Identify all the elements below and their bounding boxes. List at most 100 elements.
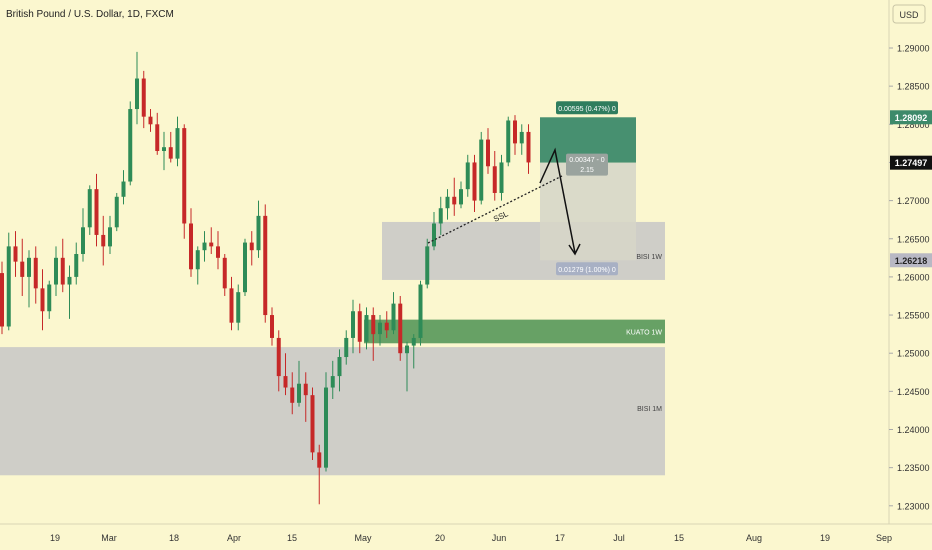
candle-body <box>202 242 207 251</box>
x-tick-label: 15 <box>674 533 684 543</box>
zone-label: BISI 1W <box>636 254 662 261</box>
zone-label: BISI 1M <box>637 406 662 413</box>
candle-body <box>13 246 18 262</box>
candle-body <box>303 383 308 396</box>
candle-body <box>270 315 274 338</box>
price-label-bg <box>890 253 932 268</box>
candle-body <box>60 257 65 285</box>
candle-body <box>472 162 477 201</box>
candle-body <box>243 242 247 293</box>
x-tick-label: Jul <box>613 533 625 543</box>
candle-body <box>47 284 52 312</box>
candle-body <box>148 116 153 125</box>
x-tick-label: 19 <box>820 533 830 543</box>
candle-body <box>297 383 301 403</box>
candle-body <box>499 162 504 193</box>
price-label-bg <box>890 155 932 170</box>
x-tick-label: May <box>354 533 372 543</box>
candle-body <box>182 128 187 224</box>
candle-body <box>290 387 295 403</box>
candle-body <box>492 166 497 193</box>
candle-body <box>108 227 112 247</box>
candle-body <box>263 215 268 316</box>
target-label-bg <box>556 101 618 115</box>
candle-body <box>94 189 99 235</box>
x-tick-label: 15 <box>287 533 297 543</box>
candle-body <box>6 246 11 327</box>
y-tick-label: 1.26500 <box>897 234 930 244</box>
candle-body <box>135 78 139 110</box>
ratio-label-line2: 2.15 <box>580 167 594 174</box>
candle-body <box>432 223 436 247</box>
zone-label: KUATO 1W <box>626 329 662 336</box>
candle-body <box>222 257 227 289</box>
candle-body <box>162 147 166 152</box>
candle-body <box>384 322 389 331</box>
candle-body <box>465 162 470 190</box>
candle-body <box>229 288 234 323</box>
price-label-bg <box>890 110 932 125</box>
candle-body <box>168 147 173 159</box>
candle-body <box>216 246 220 258</box>
ratio-label-line1: 0.00347 - 0 <box>569 157 605 164</box>
x-tick-label: 18 <box>169 533 179 543</box>
candle-body <box>398 303 403 354</box>
y-tick-label: 1.25000 <box>897 349 930 359</box>
candle-body <box>27 257 31 277</box>
position-tool[interactable]: 0.00595 (0.47%) 0 0.00347 - 0 2.15 0.01279 … <box>540 101 636 276</box>
y-tick-label: 1.24500 <box>897 387 930 397</box>
candle-body <box>40 288 45 312</box>
candle-body <box>317 452 322 468</box>
candle-body <box>283 376 288 388</box>
candle-body <box>175 128 180 159</box>
candle-body <box>438 208 443 224</box>
candle-body <box>445 196 450 209</box>
stop-label: 0.01279 (1.00%) 0 <box>558 267 616 274</box>
projection-arrow-path <box>539 147 576 254</box>
currency-label: USD <box>899 10 919 20</box>
candle-body <box>459 189 463 205</box>
candle-body <box>452 196 457 205</box>
x-tick-label: Sep <box>876 533 892 543</box>
candle-body <box>33 257 38 289</box>
projection-arrowhead-icon <box>568 243 581 256</box>
y-tick-label: 1.28000 <box>897 120 930 130</box>
x-tick-label: Mar <box>101 533 117 543</box>
x-tick-label: 20 <box>435 533 445 543</box>
y-tick-label: 1.27000 <box>897 196 930 206</box>
candle-body <box>526 131 531 163</box>
candle-body <box>364 315 369 342</box>
candle-body <box>276 337 281 377</box>
zone-box <box>364 319 665 344</box>
candle-body <box>425 246 430 285</box>
candle-body <box>418 284 423 338</box>
candle-body <box>256 215 261 251</box>
currency-button[interactable]: USD <box>892 4 926 24</box>
candle-body <box>20 261 25 277</box>
candle-body <box>114 196 119 228</box>
candle-body <box>405 345 409 354</box>
candle-body <box>195 250 200 270</box>
stop-zone <box>540 162 636 261</box>
candle-body <box>101 234 106 247</box>
candle-body <box>486 139 490 167</box>
candle-body <box>378 322 382 335</box>
candle-body <box>141 78 146 117</box>
annotations-layer: SSL <box>427 147 581 256</box>
candle-body <box>310 395 315 453</box>
x-tick-label: 17 <box>555 533 565 543</box>
x-tick-label: Aug <box>746 533 762 543</box>
candle-body <box>357 311 362 342</box>
candle-body <box>351 311 355 338</box>
candle-body <box>513 120 517 144</box>
candle-body <box>81 227 85 255</box>
candle-body <box>121 181 126 197</box>
y-tick-label: 1.28500 <box>897 82 930 92</box>
candles-layer <box>0 51 531 505</box>
candle-body <box>506 120 511 163</box>
time-axis[interactable]: 19 Mar 18 Apr 15 May 20 Jun 17 Jul 15 Aug 19 Sep <box>50 533 892 543</box>
price-axis[interactable]: 1.290001.285001.280001.275001.270001.265… <box>889 44 930 512</box>
candle-body <box>87 189 92 228</box>
y-tick-label: 1.23000 <box>897 501 930 511</box>
